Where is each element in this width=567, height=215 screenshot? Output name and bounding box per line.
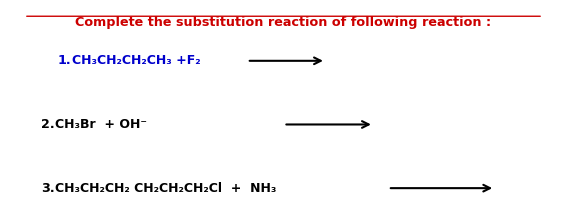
- Text: 2.: 2.: [41, 118, 54, 131]
- Text: CH₃CH₂CH₂CH₃ +F₂: CH₃CH₂CH₂CH₃ +F₂: [72, 54, 201, 67]
- Text: 1.: 1.: [58, 54, 71, 67]
- Text: CH₃CH₂CH₂ CH₂CH₂CH₂Cl  +  NH₃: CH₃CH₂CH₂ CH₂CH₂CH₂Cl + NH₃: [55, 182, 276, 195]
- Text: Complete the substitution reaction of following reaction :: Complete the substitution reaction of fo…: [75, 16, 492, 29]
- Text: CH₃Br  + OH⁻: CH₃Br + OH⁻: [55, 118, 147, 131]
- Text: 3.: 3.: [41, 182, 54, 195]
